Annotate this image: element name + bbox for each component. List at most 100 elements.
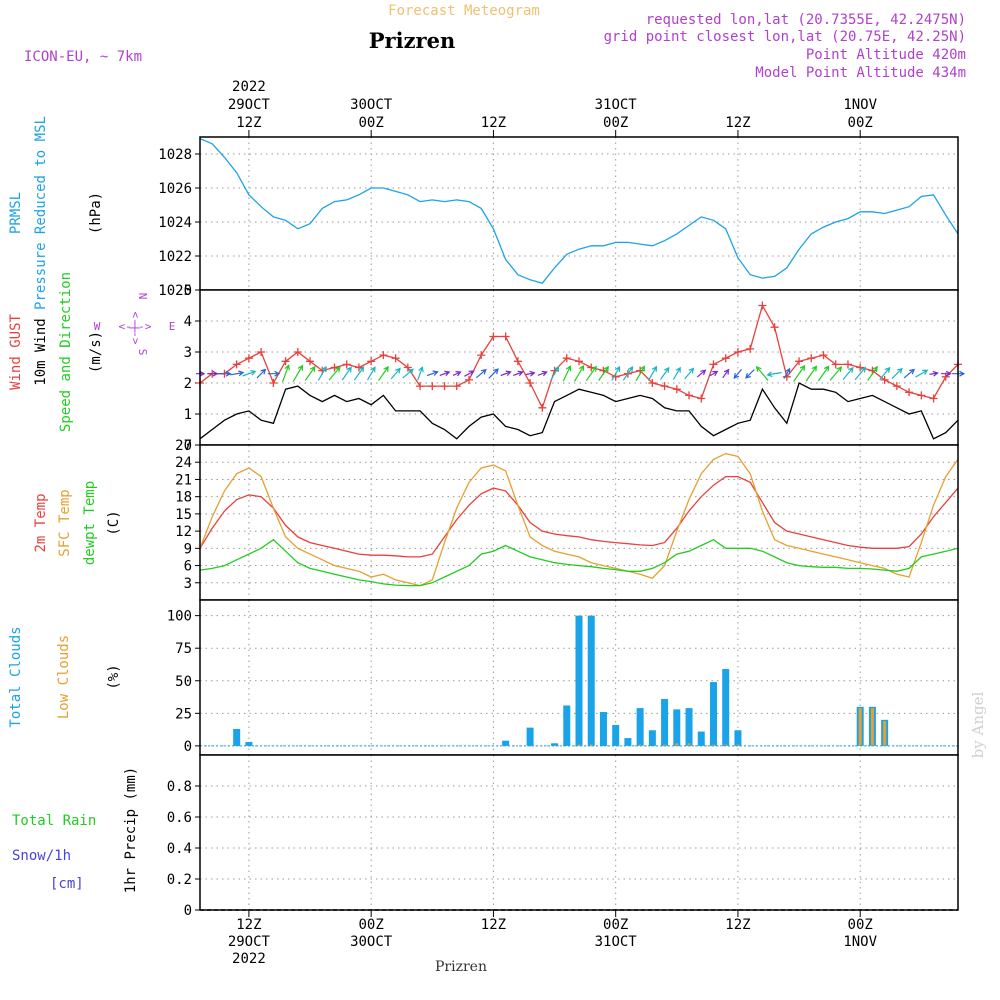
compass-west: W xyxy=(94,320,101,333)
wind-arrow xyxy=(854,366,867,381)
wind-ytick-label: 5 xyxy=(184,283,192,299)
gust-marker xyxy=(929,394,938,403)
gust-marker xyxy=(819,351,828,360)
gust-marker xyxy=(721,354,730,363)
gust-marker xyxy=(281,357,290,366)
gust-marker xyxy=(709,360,718,369)
wind-arrow xyxy=(622,366,634,381)
wind-arrow xyxy=(817,365,830,382)
wind-arrow xyxy=(598,365,609,381)
wind-arrow xyxy=(829,366,843,381)
temperature-ytick-label: 6 xyxy=(184,559,192,575)
wind-ytick-label: 1 xyxy=(184,407,192,423)
wind-direction-label: Speed and Direction xyxy=(58,272,74,432)
wind-arrow xyxy=(452,371,462,377)
top-time-label: 30OCT xyxy=(350,97,393,113)
gust-marker xyxy=(501,332,510,341)
total_clouds-bar xyxy=(661,698,669,746)
wind-arrow xyxy=(903,368,916,379)
low_clouds-bar xyxy=(589,744,593,746)
total_clouds-bar xyxy=(587,615,595,746)
temp-dewpt-label: dewpt Temp xyxy=(82,481,98,565)
gust-marker xyxy=(440,382,449,391)
gust-marker xyxy=(464,375,473,384)
gust-marker xyxy=(391,354,400,363)
gust-marker xyxy=(892,382,901,391)
pressure-ytick-label: 1024 xyxy=(158,215,192,231)
wind-arrow xyxy=(941,370,952,377)
top-time-label: 00Z xyxy=(359,115,384,131)
total_clouds-bar xyxy=(551,743,559,746)
temperature-ytick-label: 27 xyxy=(175,438,192,454)
top-time-label: 2022 xyxy=(232,79,266,95)
total_clouds-bar xyxy=(563,705,571,746)
gust-marker xyxy=(672,385,681,394)
low-clouds-label: Low Clouds xyxy=(56,635,72,719)
gust-marker xyxy=(905,388,914,397)
wind-arrow xyxy=(573,364,585,382)
wind-arrow xyxy=(417,366,424,381)
temp2m-line xyxy=(199,475,959,558)
wind-arrow xyxy=(402,368,414,379)
clouds-ytick-label: 50 xyxy=(175,674,192,690)
clouds-ytick-label: 75 xyxy=(175,641,192,657)
wind-arrow xyxy=(611,365,621,381)
wind-arrow xyxy=(537,370,548,377)
wind-arrow xyxy=(304,365,316,381)
precip-ytick-label: 0.6 xyxy=(167,810,192,826)
grid-point: grid point closest lon,lat (20.75E, 42.2… xyxy=(604,29,966,45)
wind-arrow xyxy=(328,366,341,381)
wind-arrow xyxy=(684,367,695,380)
gust-marker xyxy=(575,357,583,366)
wind-arrow xyxy=(755,365,769,381)
wind-arrow xyxy=(745,369,755,379)
gust-marker xyxy=(489,332,498,341)
gust-marker xyxy=(342,360,351,369)
wind-arrow xyxy=(390,367,401,380)
gust-marker xyxy=(403,363,412,372)
precip-plot-area xyxy=(200,755,958,910)
wind-arrow xyxy=(242,370,257,377)
temperature-ylabel: (C) xyxy=(106,510,122,535)
low_clouds-bar xyxy=(724,744,728,746)
wind-arrow xyxy=(464,370,475,377)
total_clouds-bar xyxy=(685,708,693,746)
bottom-time-label: 00Z xyxy=(359,917,384,933)
wind-arrow xyxy=(366,366,376,381)
top-time-label: 00Z xyxy=(848,115,873,131)
temp-sfc-label: SFC Temp xyxy=(57,489,73,556)
total_clouds-bar xyxy=(599,712,607,746)
wind-arrow xyxy=(672,366,681,380)
compass-axis: <-|-> xyxy=(129,311,142,344)
wind-arrow xyxy=(550,365,560,381)
bottom-time-label: 2022 xyxy=(232,951,266,967)
wind-arrow xyxy=(378,365,389,381)
total-rain-label: Total Rain xyxy=(12,813,96,829)
gust-marker xyxy=(232,360,241,369)
gust-marker xyxy=(807,354,816,363)
temperature-ytick-label: 12 xyxy=(175,524,192,540)
total_clouds-bar xyxy=(648,730,656,746)
gust-marker xyxy=(733,348,742,356)
total_clouds-bar xyxy=(624,738,632,746)
low_clouds-bar xyxy=(870,708,874,746)
wind-arrow xyxy=(426,370,439,377)
temperature-ytick-label: 9 xyxy=(184,541,192,557)
wind10m-line xyxy=(199,382,959,440)
gust-marker xyxy=(685,391,694,400)
gust-marker xyxy=(795,357,804,366)
total_clouds-bar xyxy=(722,669,730,746)
precip-ytick-label: 0.2 xyxy=(167,872,192,888)
requested-point: requested lon,lat (20.7355E, 42.2475N) xyxy=(646,12,966,28)
bottom-time-label: 12Z xyxy=(236,917,261,933)
total_clouds-bar xyxy=(575,615,583,746)
snow-unit-label: [cm] xyxy=(50,876,84,892)
gust-marker xyxy=(770,323,779,332)
gust-marker xyxy=(269,379,278,387)
compass-north: N xyxy=(136,293,149,300)
wind-arrow xyxy=(476,368,487,379)
wind-panel: 0 1 2 3 4 5 Wind GUST 10m Wind Speed and Directi… xyxy=(8,272,966,454)
total_clouds-bar xyxy=(709,682,717,746)
wind-arrow xyxy=(207,370,219,377)
